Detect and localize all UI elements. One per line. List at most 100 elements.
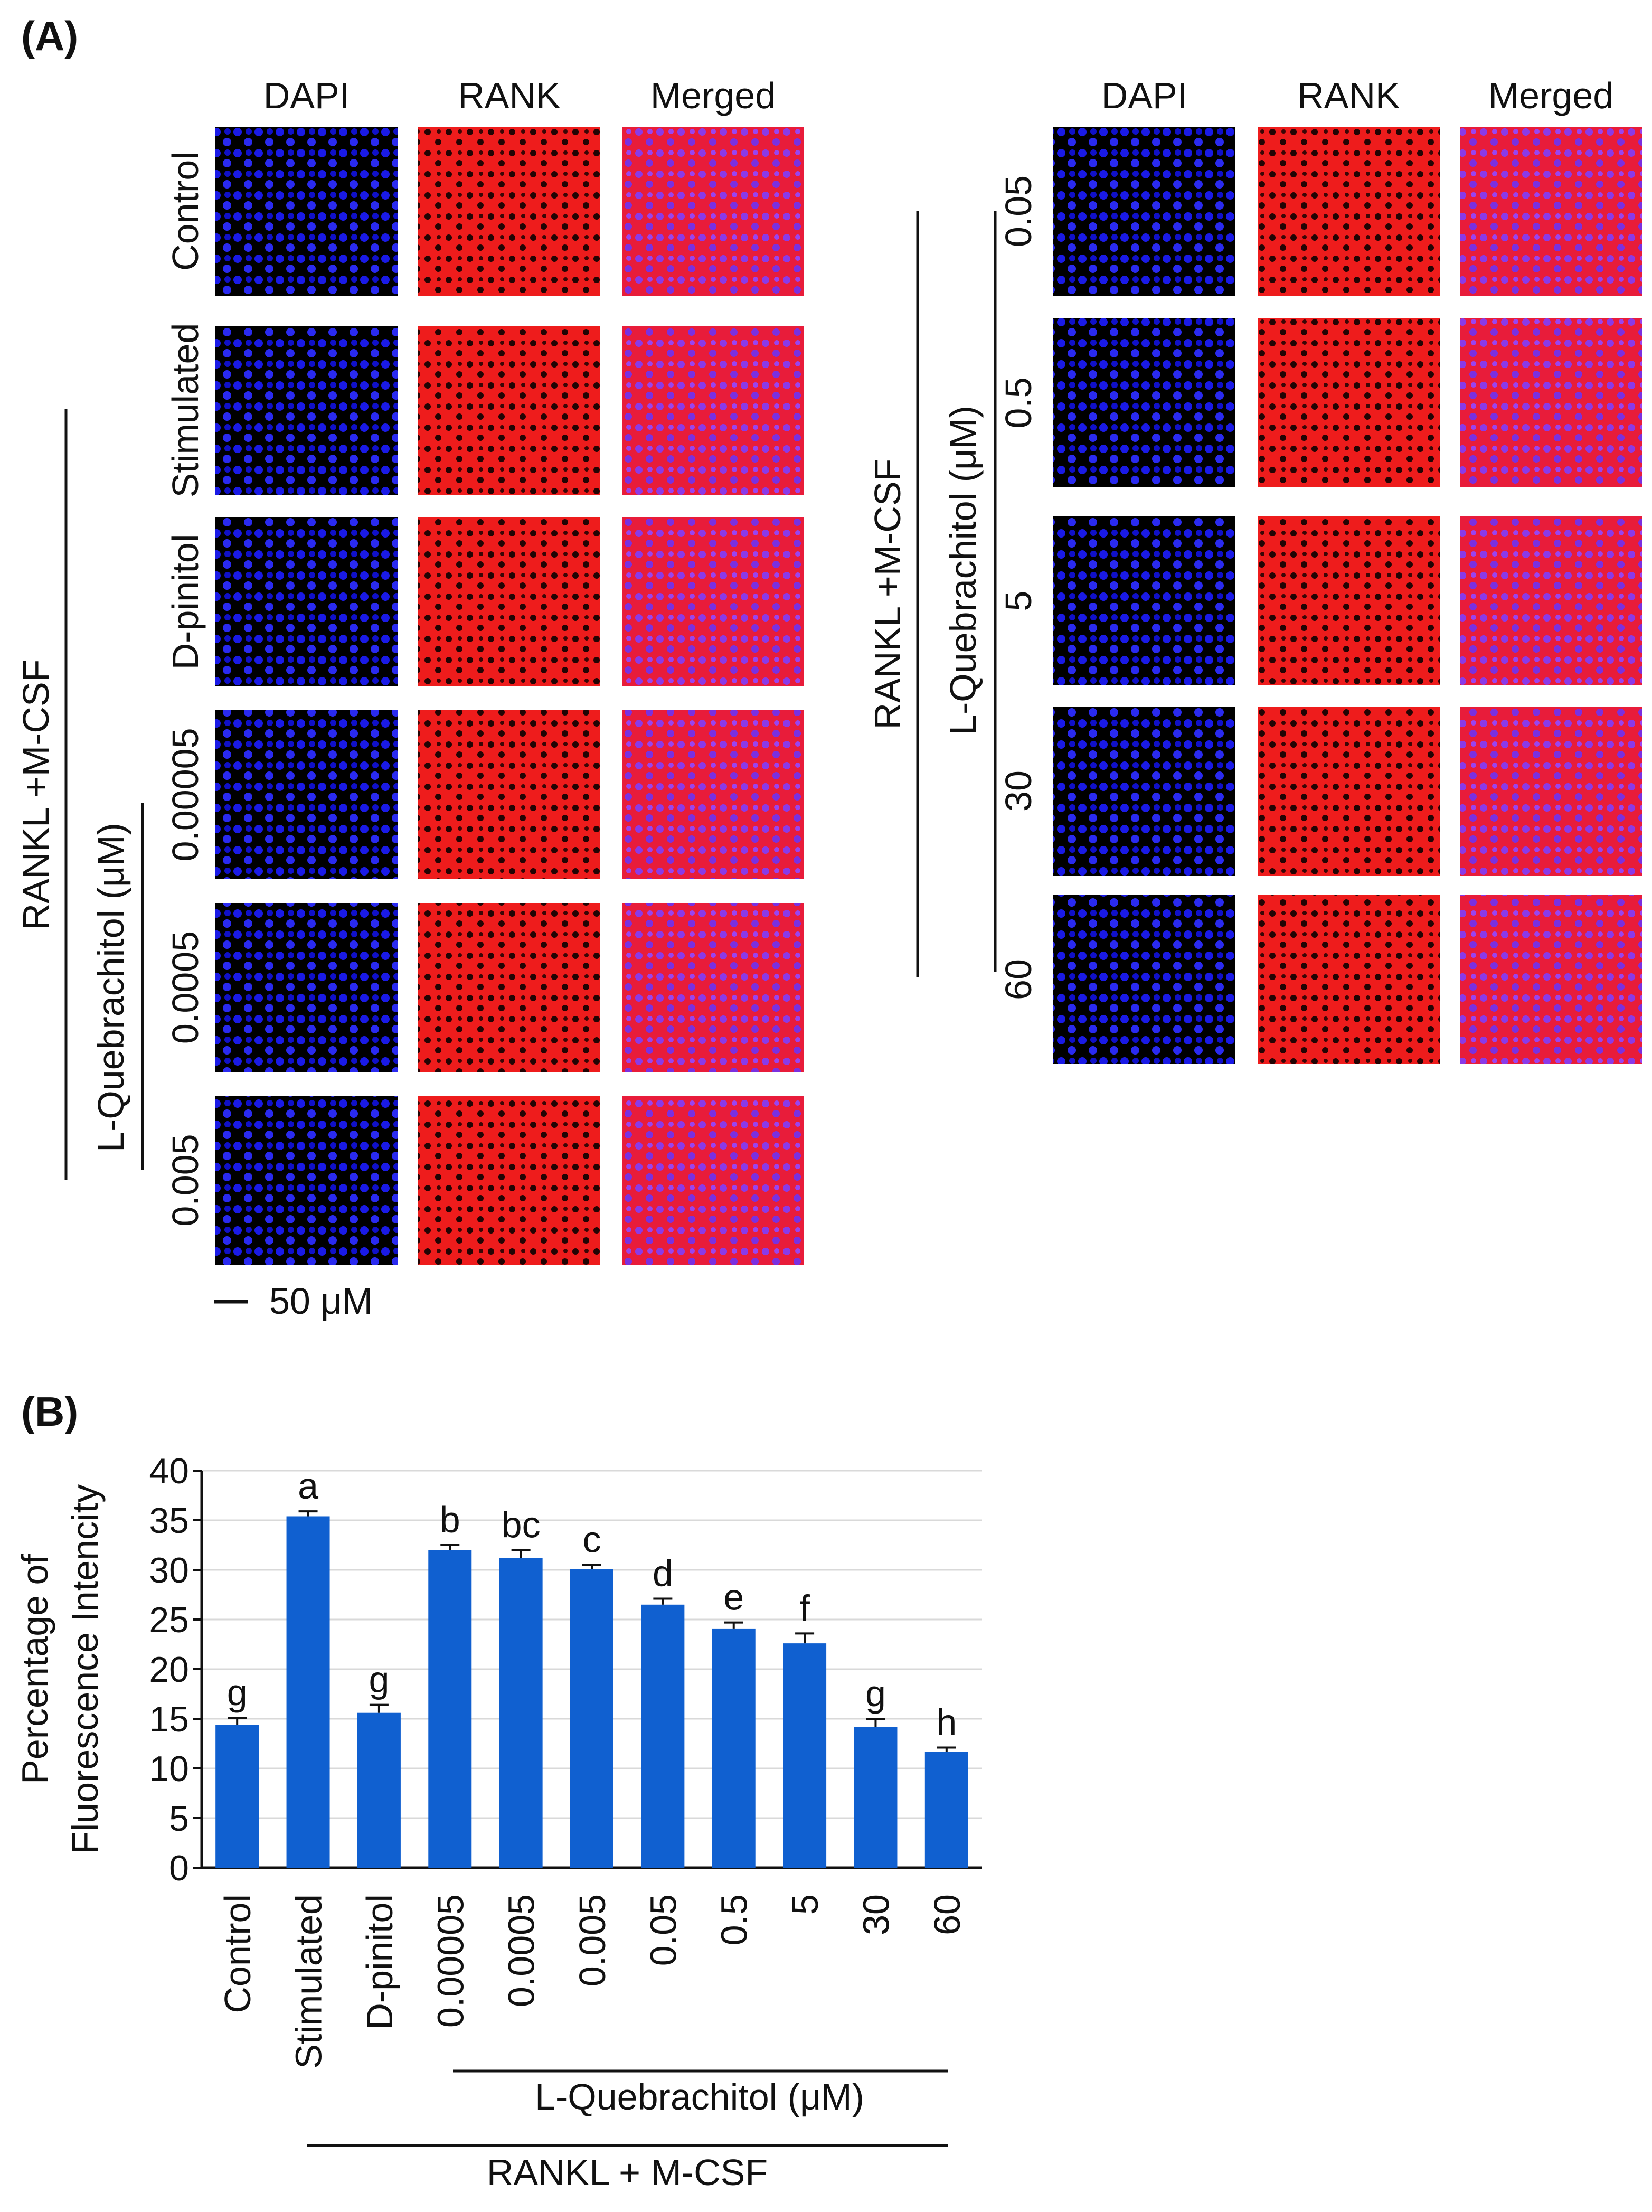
micrograph-dapi-right-2 [1053, 516, 1235, 685]
micrograph-merged-right-0 [1460, 127, 1642, 296]
x-tick-label: 30 [855, 1894, 896, 1935]
x-tick-label: 0.5 [714, 1894, 755, 1945]
micrograph-rank-left-4 [418, 903, 600, 1072]
micrograph-rank-left-2 [418, 517, 600, 686]
row-label-left-1: Stimulated [165, 323, 206, 498]
x-tick-label: 0.0005 [501, 1894, 542, 2007]
bar-7 [712, 1628, 756, 1868]
row-label-left-2: D-pinitol [165, 534, 206, 670]
column-header-rank: RANK [458, 75, 560, 116]
micrograph-merged-right-3 [1460, 707, 1642, 876]
micrograph-merged-right-1 [1460, 318, 1642, 487]
significance-label: c [583, 1519, 601, 1560]
chart-outer-bracket-label: RANKL + M-CSF [487, 2152, 768, 2193]
column-header-merged: Merged [650, 75, 776, 116]
micrograph-dapi-right-4 [1053, 895, 1235, 1064]
y-tick-label: 0 [169, 1848, 189, 1888]
micrograph-rank-right-0 [1258, 127, 1440, 296]
micrograph-merged-left-5 [622, 1096, 804, 1265]
bar-9 [854, 1727, 898, 1868]
y-tick-label: 15 [149, 1699, 189, 1739]
bar-6 [641, 1604, 685, 1868]
y-tick-label: 40 [149, 1451, 189, 1491]
bar-chart: 0 5 10 15 20 25 30 35 40 Percentage of Fluorescenc… [14, 1451, 982, 2069]
micrograph-merged-left-3 [622, 710, 804, 879]
y-tick-label: 30 [149, 1550, 189, 1590]
significance-label: g [865, 1673, 886, 1714]
micrograph-dapi-left-0 [215, 127, 398, 296]
micrograph-rank-right-3 [1258, 707, 1440, 876]
micrograph-dapi-right-0 [1053, 127, 1235, 296]
panel-a-right-group: DAPI RANK Merged 0.05 0.5 5 30 60 [998, 75, 1642, 1064]
row-label-left-5: 0.005 [165, 1134, 206, 1226]
bar-4 [499, 1558, 543, 1868]
panel-a-label: (A) [21, 13, 78, 59]
x-tick-label: 0.005 [572, 1894, 613, 1987]
y-tick-label: 20 [149, 1650, 189, 1690]
bar-2 [357, 1712, 401, 1868]
micrograph-rank-right-4 [1258, 895, 1440, 1064]
significance-label: b [440, 1499, 460, 1540]
bar-8 [783, 1643, 827, 1868]
row-label-left-3: 0.00005 [165, 728, 206, 861]
column-header-rank: RANK [1297, 75, 1400, 116]
significance-label: d [653, 1553, 673, 1594]
x-tick-label: 5 [785, 1894, 826, 1915]
bar-1 [286, 1516, 330, 1868]
right-inner-bracket-label: L-Quebrachitol (μM) [942, 406, 984, 735]
bar-10 [924, 1752, 968, 1868]
micrograph-merged-left-2 [622, 517, 804, 686]
micrograph-rank-left-3 [418, 710, 600, 879]
significance-label: h [936, 1702, 957, 1743]
x-tick-label: Control [217, 1894, 258, 2013]
panel-b-label: (B) [21, 1388, 78, 1435]
significance-label: bc [502, 1504, 541, 1545]
micrograph-merged-right-2 [1460, 516, 1642, 685]
micrograph-dapi-right-1 [1053, 318, 1235, 487]
micrograph-dapi-left-3 [215, 710, 398, 879]
row-label-left-0: Control [165, 152, 206, 271]
micrograph-rank-left-5 [418, 1096, 600, 1265]
significance-label: g [369, 1659, 389, 1700]
micrograph-rank-right-2 [1258, 516, 1440, 685]
panel-a-left-group: DAPI RANK Merged Control Stimulated D-pinitol… [165, 75, 804, 1265]
y-axis-label: Fluorescence Intencity [64, 1484, 106, 1854]
row-label-right-3: 30 [998, 770, 1039, 812]
y-tick-label: 5 [169, 1799, 189, 1839]
row-label-right-4: 60 [998, 959, 1039, 1000]
y-tick-label: 25 [149, 1600, 189, 1640]
chart-inner-bracket-label: L-Quebrachitol (μM) [535, 2076, 864, 2117]
micrograph-merged-left-4 [622, 903, 804, 1072]
significance-label: e [723, 1577, 744, 1618]
scale-bar-label: 50 μM [269, 1281, 373, 1322]
micrograph-merged-left-1 [622, 326, 804, 495]
micrograph-rank-left-0 [418, 127, 600, 296]
micrograph-dapi-right-3 [1053, 707, 1235, 876]
row-label-right-1: 0.5 [998, 377, 1039, 428]
significance-label: g [227, 1672, 248, 1713]
micrograph-dapi-left-5 [215, 1096, 398, 1265]
micrograph-dapi-left-4 [215, 903, 398, 1072]
column-header-dapi: DAPI [1101, 75, 1187, 116]
significance-label: a [298, 1465, 318, 1507]
x-tick-label: Stimulated [288, 1894, 329, 2069]
micrograph-merged-left-0 [622, 127, 804, 296]
bar-3 [428, 1550, 472, 1868]
left-outer-bracket-label: RANKL +M-CSF [15, 660, 56, 930]
column-header-dapi: DAPI [263, 75, 350, 116]
x-tick-label: D-pinitol [359, 1894, 400, 2030]
micrograph-dapi-left-1 [215, 326, 398, 495]
y-tick-label: 35 [149, 1501, 189, 1541]
left-inner-bracket-label: L-Quebrachitol (μM) [90, 823, 131, 1152]
right-outer-bracket-label: RANKL +M-CSF [867, 459, 908, 730]
y-axis-label: Percentage of [14, 1554, 55, 1784]
row-label-right-2: 5 [998, 591, 1039, 611]
micrograph-dapi-left-2 [215, 517, 398, 686]
bar-0 [215, 1725, 259, 1868]
micrograph-rank-left-1 [418, 326, 600, 495]
y-tick-label: 10 [149, 1749, 189, 1789]
bar-5 [570, 1569, 613, 1868]
column-header-merged: Merged [1488, 75, 1613, 116]
row-label-right-0: 0.05 [998, 175, 1039, 247]
